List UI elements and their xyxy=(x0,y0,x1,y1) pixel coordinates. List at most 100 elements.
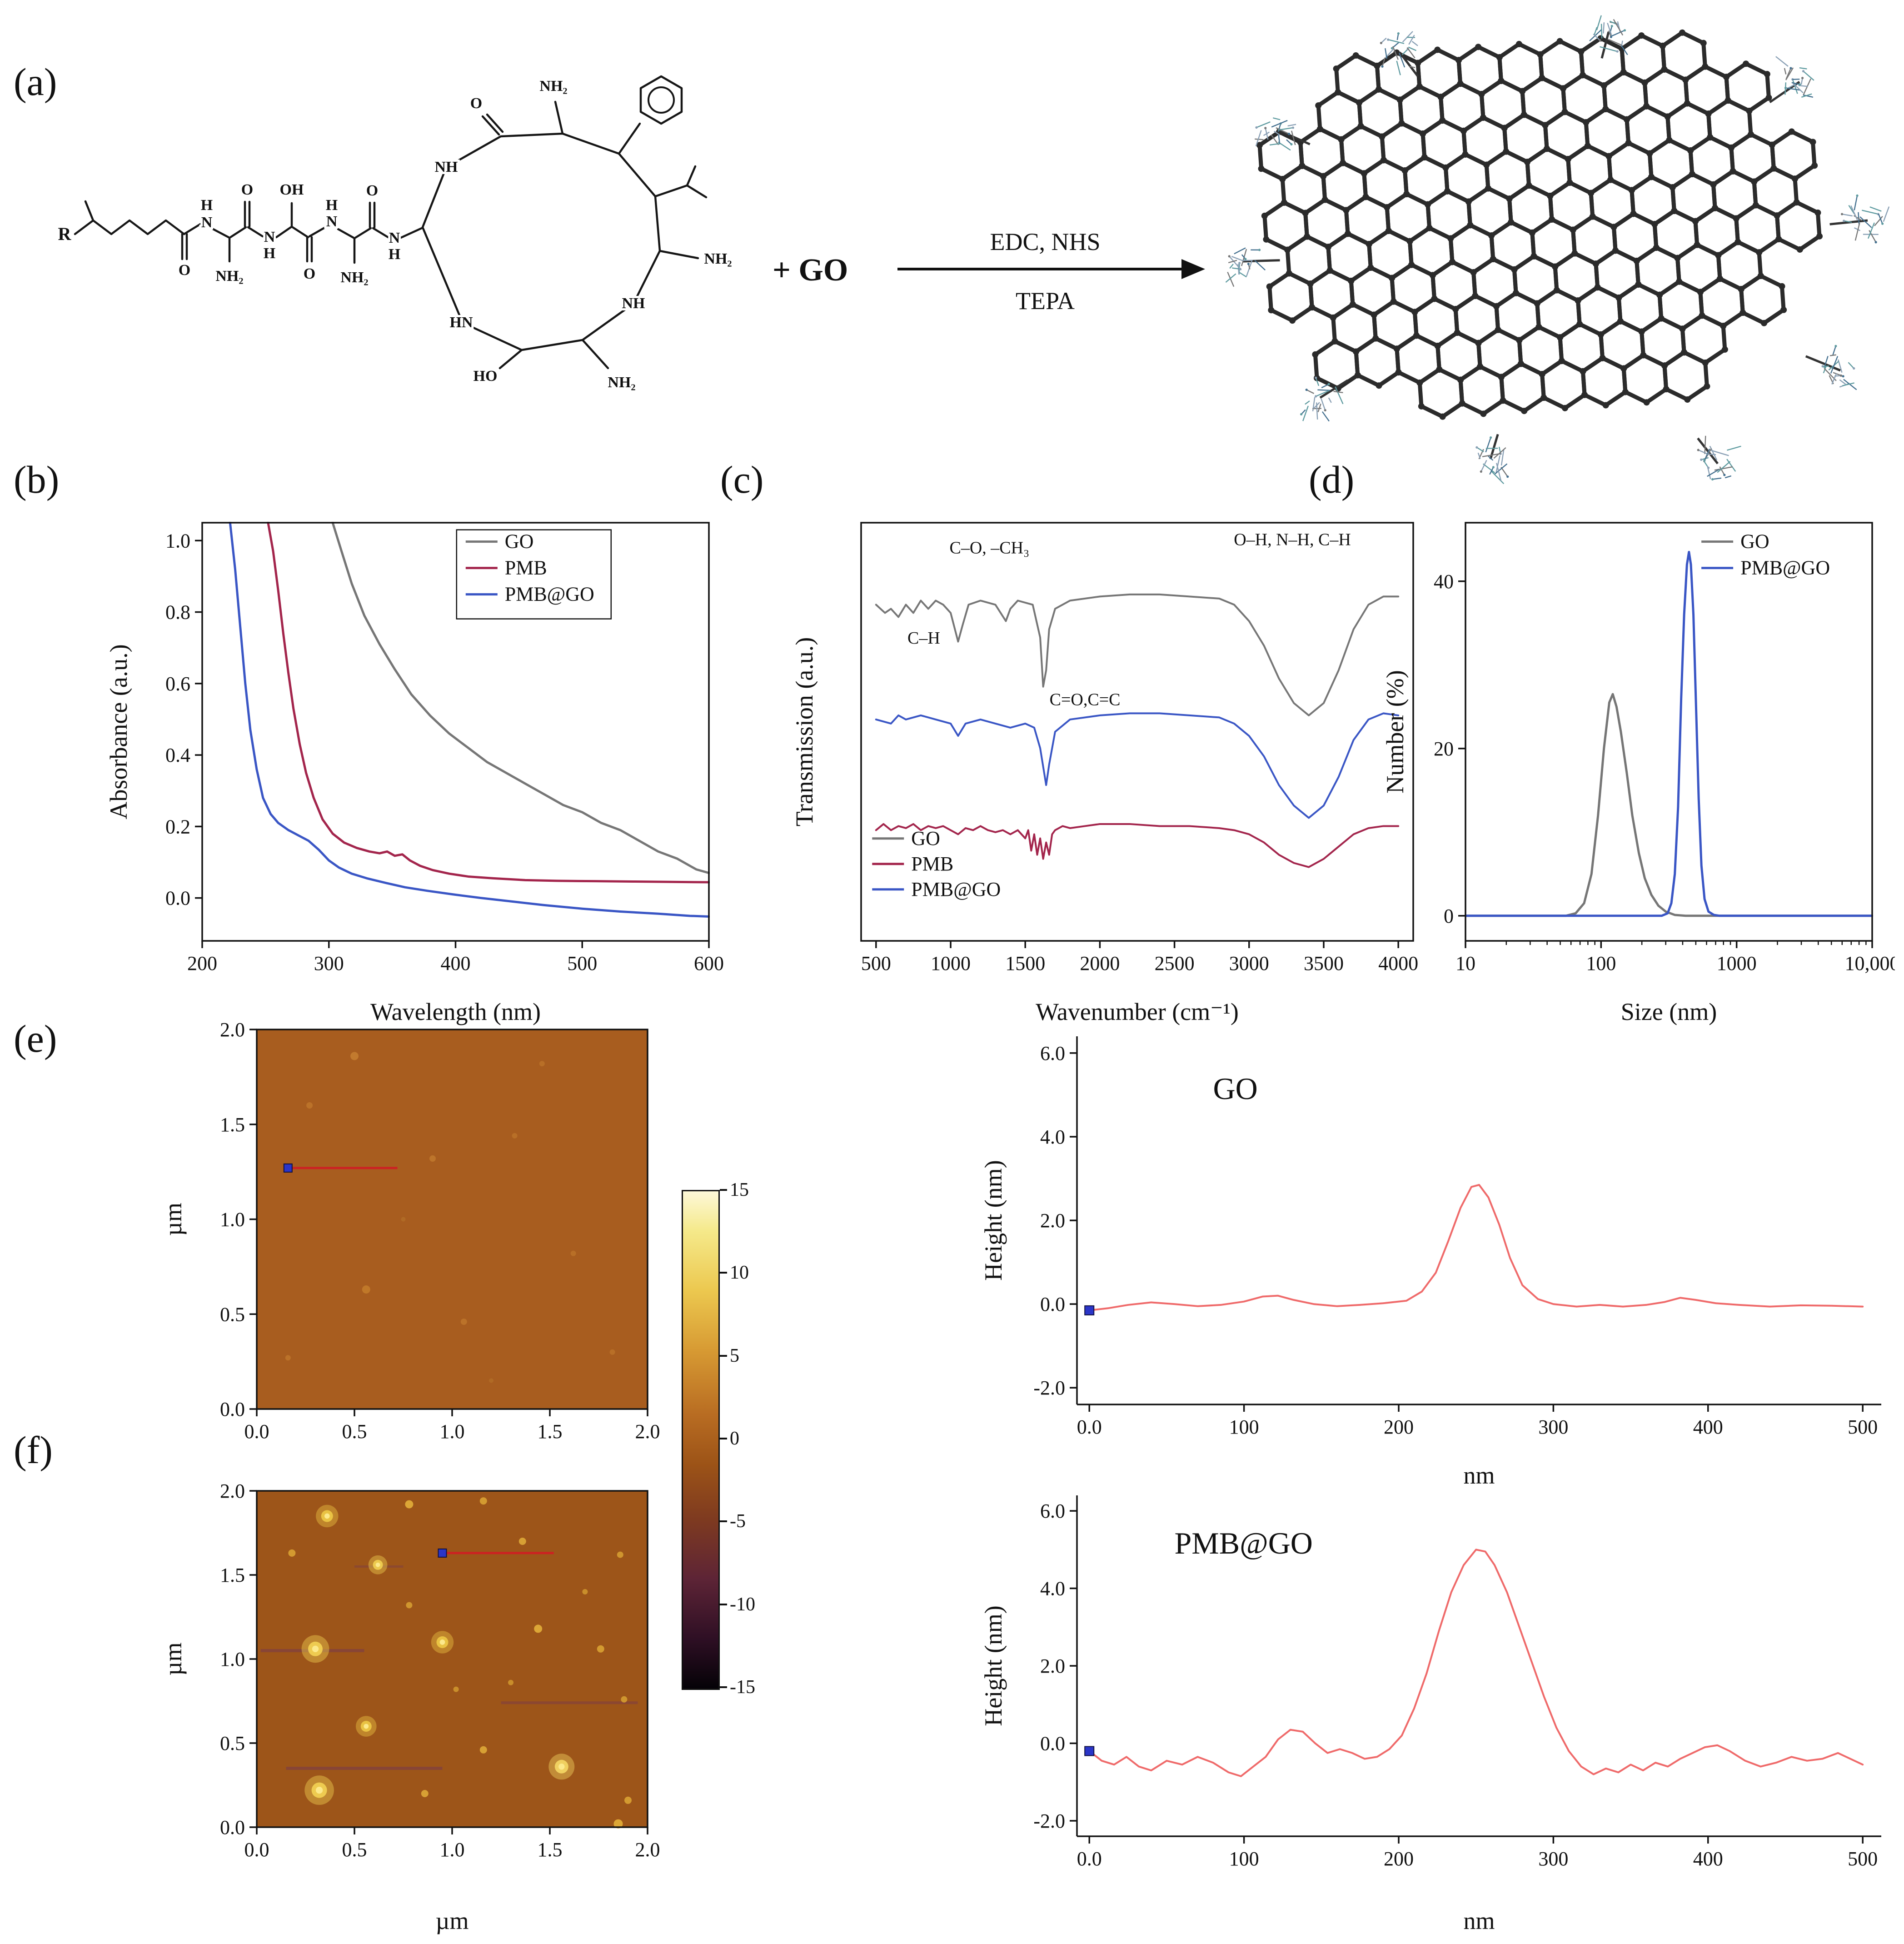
svg-text:600: 600 xyxy=(694,952,724,974)
svg-text:10: 10 xyxy=(1455,952,1475,974)
reagents-bottom-label: TEPA xyxy=(1016,287,1075,315)
atom-label: NH₂ xyxy=(704,250,732,267)
svg-text:0.0: 0.0 xyxy=(244,1420,269,1443)
atom-label: NH xyxy=(622,295,645,312)
atom-label: N xyxy=(201,214,213,231)
arrow-head-icon xyxy=(1181,259,1205,279)
atom-label: NH₂ xyxy=(215,268,243,285)
svg-text:PMB: PMB xyxy=(505,557,547,579)
svg-text:2.0: 2.0 xyxy=(220,1480,245,1502)
svg-text:1.0: 1.0 xyxy=(220,1648,245,1670)
svg-text:20: 20 xyxy=(1434,738,1454,760)
panel-label-f: (f) xyxy=(14,1427,53,1473)
svg-text:1.5: 1.5 xyxy=(220,1114,245,1136)
svg-text:200: 200 xyxy=(1384,1848,1414,1870)
height-profile-pmbgo: 0.0 100 200 300 400 500 -2.0 0.0 2.0 4.0 6.0 nm Heig… xyxy=(959,1468,1899,1941)
svg-text:40: 40 xyxy=(1434,570,1454,593)
plus-go-label: + GO xyxy=(773,252,848,289)
atom-label: O xyxy=(470,95,482,112)
colorbar-tick-label: -10 xyxy=(730,1594,755,1615)
svg-text:Number (%): Number (%) xyxy=(1381,670,1409,793)
svg-text:6.0: 6.0 xyxy=(1040,1042,1065,1064)
colorbar-tick-label: -5 xyxy=(730,1510,746,1532)
svg-text:GO: GO xyxy=(505,530,534,553)
atom-label: NH xyxy=(435,159,458,175)
svg-text:0.5: 0.5 xyxy=(220,1303,245,1325)
svg-text:PMB@GO: PMB@GO xyxy=(1740,557,1830,579)
colorbar-gradient xyxy=(682,1190,720,1690)
atom-label: N xyxy=(326,213,338,230)
svg-text:Height (nm): Height (nm) xyxy=(980,1160,1007,1280)
atom-label: OH xyxy=(280,181,304,198)
svg-text:1500: 1500 xyxy=(1005,952,1045,974)
svg-text:PMB@GO: PMB@GO xyxy=(1174,1526,1312,1560)
svg-text:1.5: 1.5 xyxy=(538,1420,563,1443)
svg-text:C=O,C=C: C=O,C=C xyxy=(1050,690,1121,709)
dls-chart: 10 100 1000 10,000 0 20 40 Size (nm) Number (%) G… xyxy=(1381,505,1895,1032)
afm-image-pmbgo: 0.0 0.5 1.0 1.5 2.0 0.0 0.5 1.0 1.5 2.0 µm µm xyxy=(145,1477,663,1941)
svg-text:0.5: 0.5 xyxy=(220,1732,245,1754)
colorbar-tick-label: 15 xyxy=(730,1179,749,1201)
svg-text:Height (nm): Height (nm) xyxy=(980,1605,1007,1726)
svg-text:O–H, N–H, C–H: O–H, N–H, C–H xyxy=(1234,530,1351,550)
pmb-atom-labels: R O H N NH₂ O N H OH O H N NH₂ O N H NH … xyxy=(58,78,732,391)
pmb-bonds xyxy=(75,76,706,368)
svg-text:100: 100 xyxy=(1229,1848,1259,1870)
panel-label-e: (e) xyxy=(14,1016,57,1061)
svg-text:PMB: PMB xyxy=(911,853,953,875)
svg-text:500: 500 xyxy=(1848,1416,1878,1438)
svg-text:300: 300 xyxy=(1538,1416,1568,1438)
svg-text:1.5: 1.5 xyxy=(538,1839,563,1861)
svg-text:0.0: 0.0 xyxy=(1077,1416,1102,1438)
svg-text:C–O, –CH₃: C–O, –CH₃ xyxy=(949,539,1029,558)
atom-label: H xyxy=(201,197,213,214)
svg-text:200: 200 xyxy=(1384,1416,1414,1438)
pmb-structure: R O H N NH₂ O N H OH O H N NH₂ O N H NH … xyxy=(50,32,759,441)
svg-text:2.0: 2.0 xyxy=(635,1420,660,1443)
reagents-top-label: EDC, NHS xyxy=(990,228,1100,255)
svg-text:10,000: 10,000 xyxy=(1845,952,1895,974)
svg-text:2.0: 2.0 xyxy=(220,1019,245,1041)
svg-text:400: 400 xyxy=(441,952,471,974)
svg-text:GO: GO xyxy=(911,827,940,850)
svg-text:6.0: 6.0 xyxy=(1040,1500,1065,1522)
svg-text:2.0: 2.0 xyxy=(1040,1209,1065,1232)
svg-text:2000: 2000 xyxy=(1080,952,1120,974)
atom-label: HO xyxy=(474,368,498,385)
colorbar-tick xyxy=(720,1686,727,1688)
atom-label: NH₂ xyxy=(539,78,567,95)
figure: (a) (b) (c) (d) (e) (f) xyxy=(0,0,1904,1944)
svg-text:PMB@GO: PMB@GO xyxy=(505,583,594,605)
svg-text:500: 500 xyxy=(567,952,597,974)
svg-text:1000: 1000 xyxy=(931,952,971,974)
colorbar-tick xyxy=(720,1520,727,1522)
uvvis-chart: 200 300 400 500 600 0.0 0.2 0.4 0.6 0.8 1.0 Wavelen… xyxy=(105,505,736,1032)
svg-text:PMB@GO: PMB@GO xyxy=(911,878,1001,900)
atom-label: N xyxy=(264,229,275,245)
atom-label: H xyxy=(264,245,275,262)
atom-label: NH₂ xyxy=(340,269,368,286)
svg-text:0.0: 0.0 xyxy=(1077,1848,1102,1870)
svg-text:0: 0 xyxy=(1444,905,1454,927)
svg-text:µm: µm xyxy=(159,1203,187,1236)
colorbar-tick-label: 5 xyxy=(730,1345,739,1367)
svg-text:0.0: 0.0 xyxy=(1040,1293,1065,1315)
svg-text:0.0: 0.0 xyxy=(1040,1732,1065,1754)
svg-text:µm: µm xyxy=(435,1907,469,1934)
svg-text:0.5: 0.5 xyxy=(342,1839,367,1861)
svg-text:500: 500 xyxy=(1848,1848,1878,1870)
svg-text:0.0: 0.0 xyxy=(244,1839,269,1861)
svg-text:0.0: 0.0 xyxy=(220,1816,245,1839)
go-sheet-illustration xyxy=(1209,7,1895,495)
svg-text:1.5: 1.5 xyxy=(220,1564,245,1586)
svg-text:1.0: 1.0 xyxy=(165,530,190,552)
colorbar: 15 10 5 0 -5 -10 -15 xyxy=(682,1182,786,1695)
colorbar-tick xyxy=(720,1272,727,1274)
svg-text:0.2: 0.2 xyxy=(165,815,190,838)
afm-image-go: 0.0 0.5 1.0 1.5 2.0 0.0 0.5 1.0 1.5 2.0 µm xyxy=(145,1014,663,1500)
svg-text:100: 100 xyxy=(1586,952,1616,974)
svg-text:0.6: 0.6 xyxy=(165,673,190,695)
atom-label: NH₂ xyxy=(608,374,635,391)
colorbar-tick xyxy=(720,1189,727,1191)
svg-text:2.0: 2.0 xyxy=(1040,1655,1065,1677)
